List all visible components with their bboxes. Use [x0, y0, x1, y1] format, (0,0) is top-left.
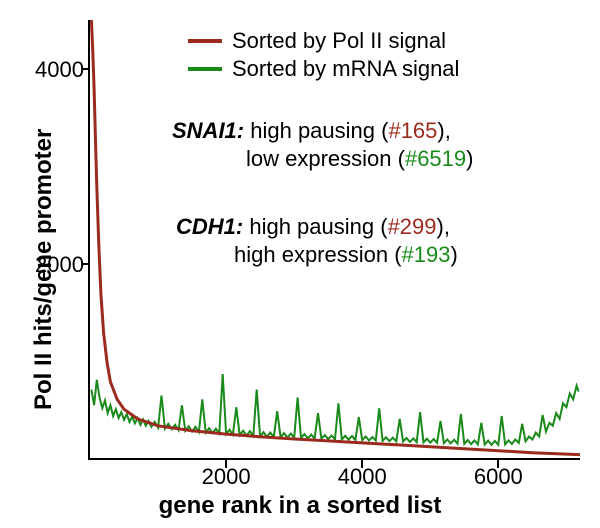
text: ) [451, 242, 458, 267]
legend-label-pol2: Sorted by Pol II signal [232, 28, 446, 54]
chart-svg [90, 20, 580, 460]
legend-swatch-mrna [188, 67, 222, 71]
gene-name-cdh1: CDH1: [176, 214, 243, 239]
text: high pausing ( [244, 118, 388, 143]
annotation-cdh1-line2: high expression (#193) [234, 242, 458, 268]
legend: Sorted by Pol II signal Sorted by mRNA s… [188, 28, 459, 84]
text: high expression ( [234, 242, 402, 267]
text: low expression ( [246, 146, 405, 171]
annotation-snai1-line2: low expression (#6519) [246, 146, 473, 172]
rank-pause-snai1: #165 [388, 118, 437, 143]
rank-pause-cdh1: #299 [388, 214, 437, 239]
rank-expr-cdh1: #193 [402, 242, 451, 267]
ytick-label: 4000 [4, 57, 84, 83]
text: ) [466, 146, 473, 171]
text: ), [437, 118, 450, 143]
gene-name-snai1: SNAI1: [172, 118, 244, 143]
plot-area [90, 20, 580, 460]
legend-swatch-pol2 [188, 39, 222, 43]
series-mrna [91, 374, 578, 445]
y-axis-label: Pol II hits/gene promoter [30, 129, 58, 410]
annotation-snai1-line1: SNAI1: high pausing (#165), [172, 118, 451, 144]
rank-expr-snai1: #6519 [405, 146, 466, 171]
text: high pausing ( [243, 214, 387, 239]
xtick-label: 6000 [474, 464, 523, 490]
xtick-label: 4000 [338, 464, 387, 490]
text: ), [437, 214, 450, 239]
legend-item-mrna: Sorted by mRNA signal [188, 56, 459, 82]
x-axis-label: gene rank in a sorted list [0, 492, 600, 520]
annotation-cdh1-line1: CDH1: high pausing (#299), [176, 214, 450, 240]
xtick-label: 2000 [202, 464, 251, 490]
legend-label-mrna: Sorted by mRNA signal [232, 56, 459, 82]
legend-item-pol2: Sorted by Pol II signal [188, 28, 459, 54]
